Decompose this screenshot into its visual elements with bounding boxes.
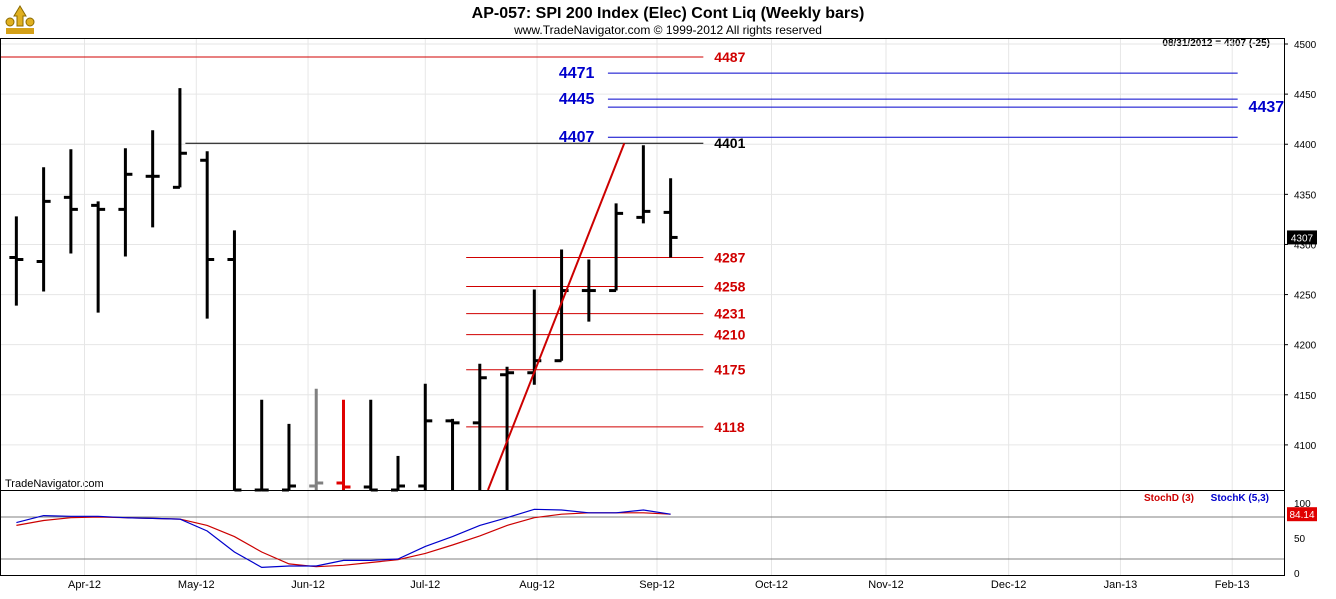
x-tick-label: May-12 xyxy=(178,579,215,591)
stoch-y-tick-label: 100 xyxy=(1294,499,1311,510)
x-tick-label: Nov-12 xyxy=(868,579,903,591)
stoch-y-tick-label: 0 xyxy=(1294,569,1300,580)
level-label-4231: 4231 xyxy=(714,306,745,322)
price-bar[interactable] xyxy=(581,259,596,322)
x-tick-label: Jan-13 xyxy=(1104,579,1138,591)
level-label-4258: 4258 xyxy=(714,279,745,295)
y-tick-label: 4300 xyxy=(1294,240,1317,251)
stoch-panel-frame xyxy=(0,490,1285,576)
price-bar[interactable] xyxy=(172,88,187,189)
y-tick-label: 4250 xyxy=(1294,291,1317,302)
stoch-last-badge xyxy=(1287,507,1317,522)
price-bar[interactable] xyxy=(336,399,351,490)
price-bar[interactable] xyxy=(636,145,651,224)
stoch-last-badge-text: 84.14 xyxy=(1289,510,1314,521)
x-tick-label: Jul-12 xyxy=(410,579,440,591)
y-tick-label: 4450 xyxy=(1294,90,1317,101)
level-label-4401: 4401 xyxy=(714,135,745,151)
price-bar[interactable] xyxy=(145,130,160,228)
price-bar[interactable] xyxy=(472,363,487,490)
price-bar[interactable] xyxy=(609,203,624,293)
stoch-y-tick-label: 50 xyxy=(1294,534,1306,545)
x-tick-label: Apr-12 xyxy=(68,579,101,591)
price-bar[interactable] xyxy=(9,216,24,306)
price-bar[interactable] xyxy=(63,149,78,254)
last-price-badge-text: 4307 xyxy=(1291,233,1314,244)
x-tick-label: Jun-12 xyxy=(291,579,325,591)
level-label-4407: 4407 xyxy=(559,129,595,146)
price-bar[interactable] xyxy=(91,201,106,313)
x-tick-label: Aug-12 xyxy=(519,579,554,591)
trend-line[interactable] xyxy=(487,142,626,491)
y-tick-label: 4350 xyxy=(1294,190,1317,201)
watermark-text: TradeNavigator.com xyxy=(5,478,104,490)
y-tick-label: 4150 xyxy=(1294,391,1317,402)
y-tick-label: 4400 xyxy=(1294,140,1317,151)
level-label-4437: 4437 xyxy=(1249,99,1285,116)
trade-navigator-logo-icon[interactable] xyxy=(5,5,35,34)
x-tick-label: Oct-12 xyxy=(755,579,788,591)
price-bar[interactable] xyxy=(118,148,133,257)
y-tick-label: 4500 xyxy=(1294,40,1317,51)
price-bar[interactable] xyxy=(500,366,515,490)
last-price-readout: 08/31/2012 = 4307 (-25) xyxy=(1162,38,1270,49)
y-tick-label: 4100 xyxy=(1294,441,1317,452)
level-label-4175: 4175 xyxy=(714,362,745,378)
x-tick-label: Feb-13 xyxy=(1215,579,1250,591)
level-label-4118: 4118 xyxy=(714,419,745,435)
price-bar[interactable] xyxy=(663,178,678,258)
price-bar[interactable] xyxy=(445,418,460,490)
x-tick-label: Dec-12 xyxy=(991,579,1026,591)
price-bar[interactable] xyxy=(281,423,296,492)
price-bar[interactable] xyxy=(418,383,433,490)
level-label-4471: 4471 xyxy=(559,65,595,82)
price-bar[interactable] xyxy=(36,167,51,292)
stochk-legend: StochK (5,3) xyxy=(1211,493,1269,504)
price-bar[interactable] xyxy=(391,455,406,492)
price-panel-frame xyxy=(0,38,1285,491)
stochk-line xyxy=(16,508,671,569)
price-bar[interactable] xyxy=(309,388,324,490)
chart-title: AP-057: SPI 200 Index (Elec) Cont Liq (W… xyxy=(472,5,865,22)
copyright-text: www.TradeNavigator.com © 1999-2012 All r… xyxy=(513,23,822,37)
x-tick-label: Sep-12 xyxy=(639,579,674,591)
level-label-4287: 4287 xyxy=(714,249,745,265)
level-label-4445: 4445 xyxy=(559,91,595,108)
last-price-badge xyxy=(1287,230,1317,245)
price-bar[interactable] xyxy=(200,151,215,319)
y-tick-label: 4200 xyxy=(1294,341,1317,352)
price-bar[interactable] xyxy=(227,230,242,492)
level-label-4210: 4210 xyxy=(714,327,745,343)
level-label-4487: 4487 xyxy=(714,49,745,65)
stochd-legend: StochD (3) xyxy=(1144,493,1194,504)
